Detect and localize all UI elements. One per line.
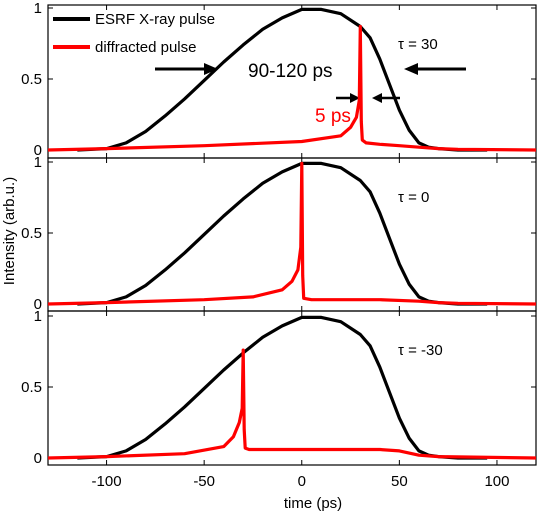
y-tick-label: 1 [34,0,42,17]
xray-pulse-line [77,161,488,306]
x-tick-label: 100 [484,473,509,490]
arrow-right-short-head [372,93,382,103]
x-tick-label: 0 [298,473,306,490]
tau-annotation: τ = 30 [398,36,438,53]
xray-pulse-line [77,7,488,152]
width-annotation: 90-120 ps 5 ps [155,61,466,127]
arrow-right-long-head [404,63,418,75]
diffracted-pulse-line [47,348,537,460]
legend: ESRF X-ray pulse diffracted pulse [53,11,215,56]
arrow-left-short-head [350,93,360,103]
width-short-label: 5 ps [315,106,351,127]
y-tick-label: 0 [34,296,42,313]
x-tick-label: 50 [391,473,408,490]
diffracted-pulse-line [47,24,537,152]
panel-frame [47,310,537,466]
legend-label-xray: ESRF X-ray pulse [95,11,215,28]
y-tick-label: 0.5 [21,225,42,242]
y-tick-label: 0 [34,450,42,467]
y-tick-label: 0.5 [21,71,42,88]
arrow-left-long-head [204,63,218,75]
x-tick-label: -100 [92,473,122,490]
y-tick-label: 0.5 [21,379,42,396]
width-long-label: 90-120 ps [248,61,333,82]
y-tick-label: 1 [34,154,42,171]
tau-annotation: τ = -30 [398,342,443,359]
y-axis-label: Intensity (arb.u.) [1,177,18,285]
diffracted-pulse-line [47,161,537,306]
y-tick-label: 1 [34,308,42,325]
tau-annotation: τ = 0 [398,189,429,206]
xray-pulse-line [77,315,488,460]
y-tick-label: 0 [34,142,42,159]
panel-frame [47,157,537,312]
x-tick-label: -50 [193,473,215,490]
x-axis-label: time (ps) [284,495,342,512]
legend-label-diffracted: diffracted pulse [95,39,196,56]
